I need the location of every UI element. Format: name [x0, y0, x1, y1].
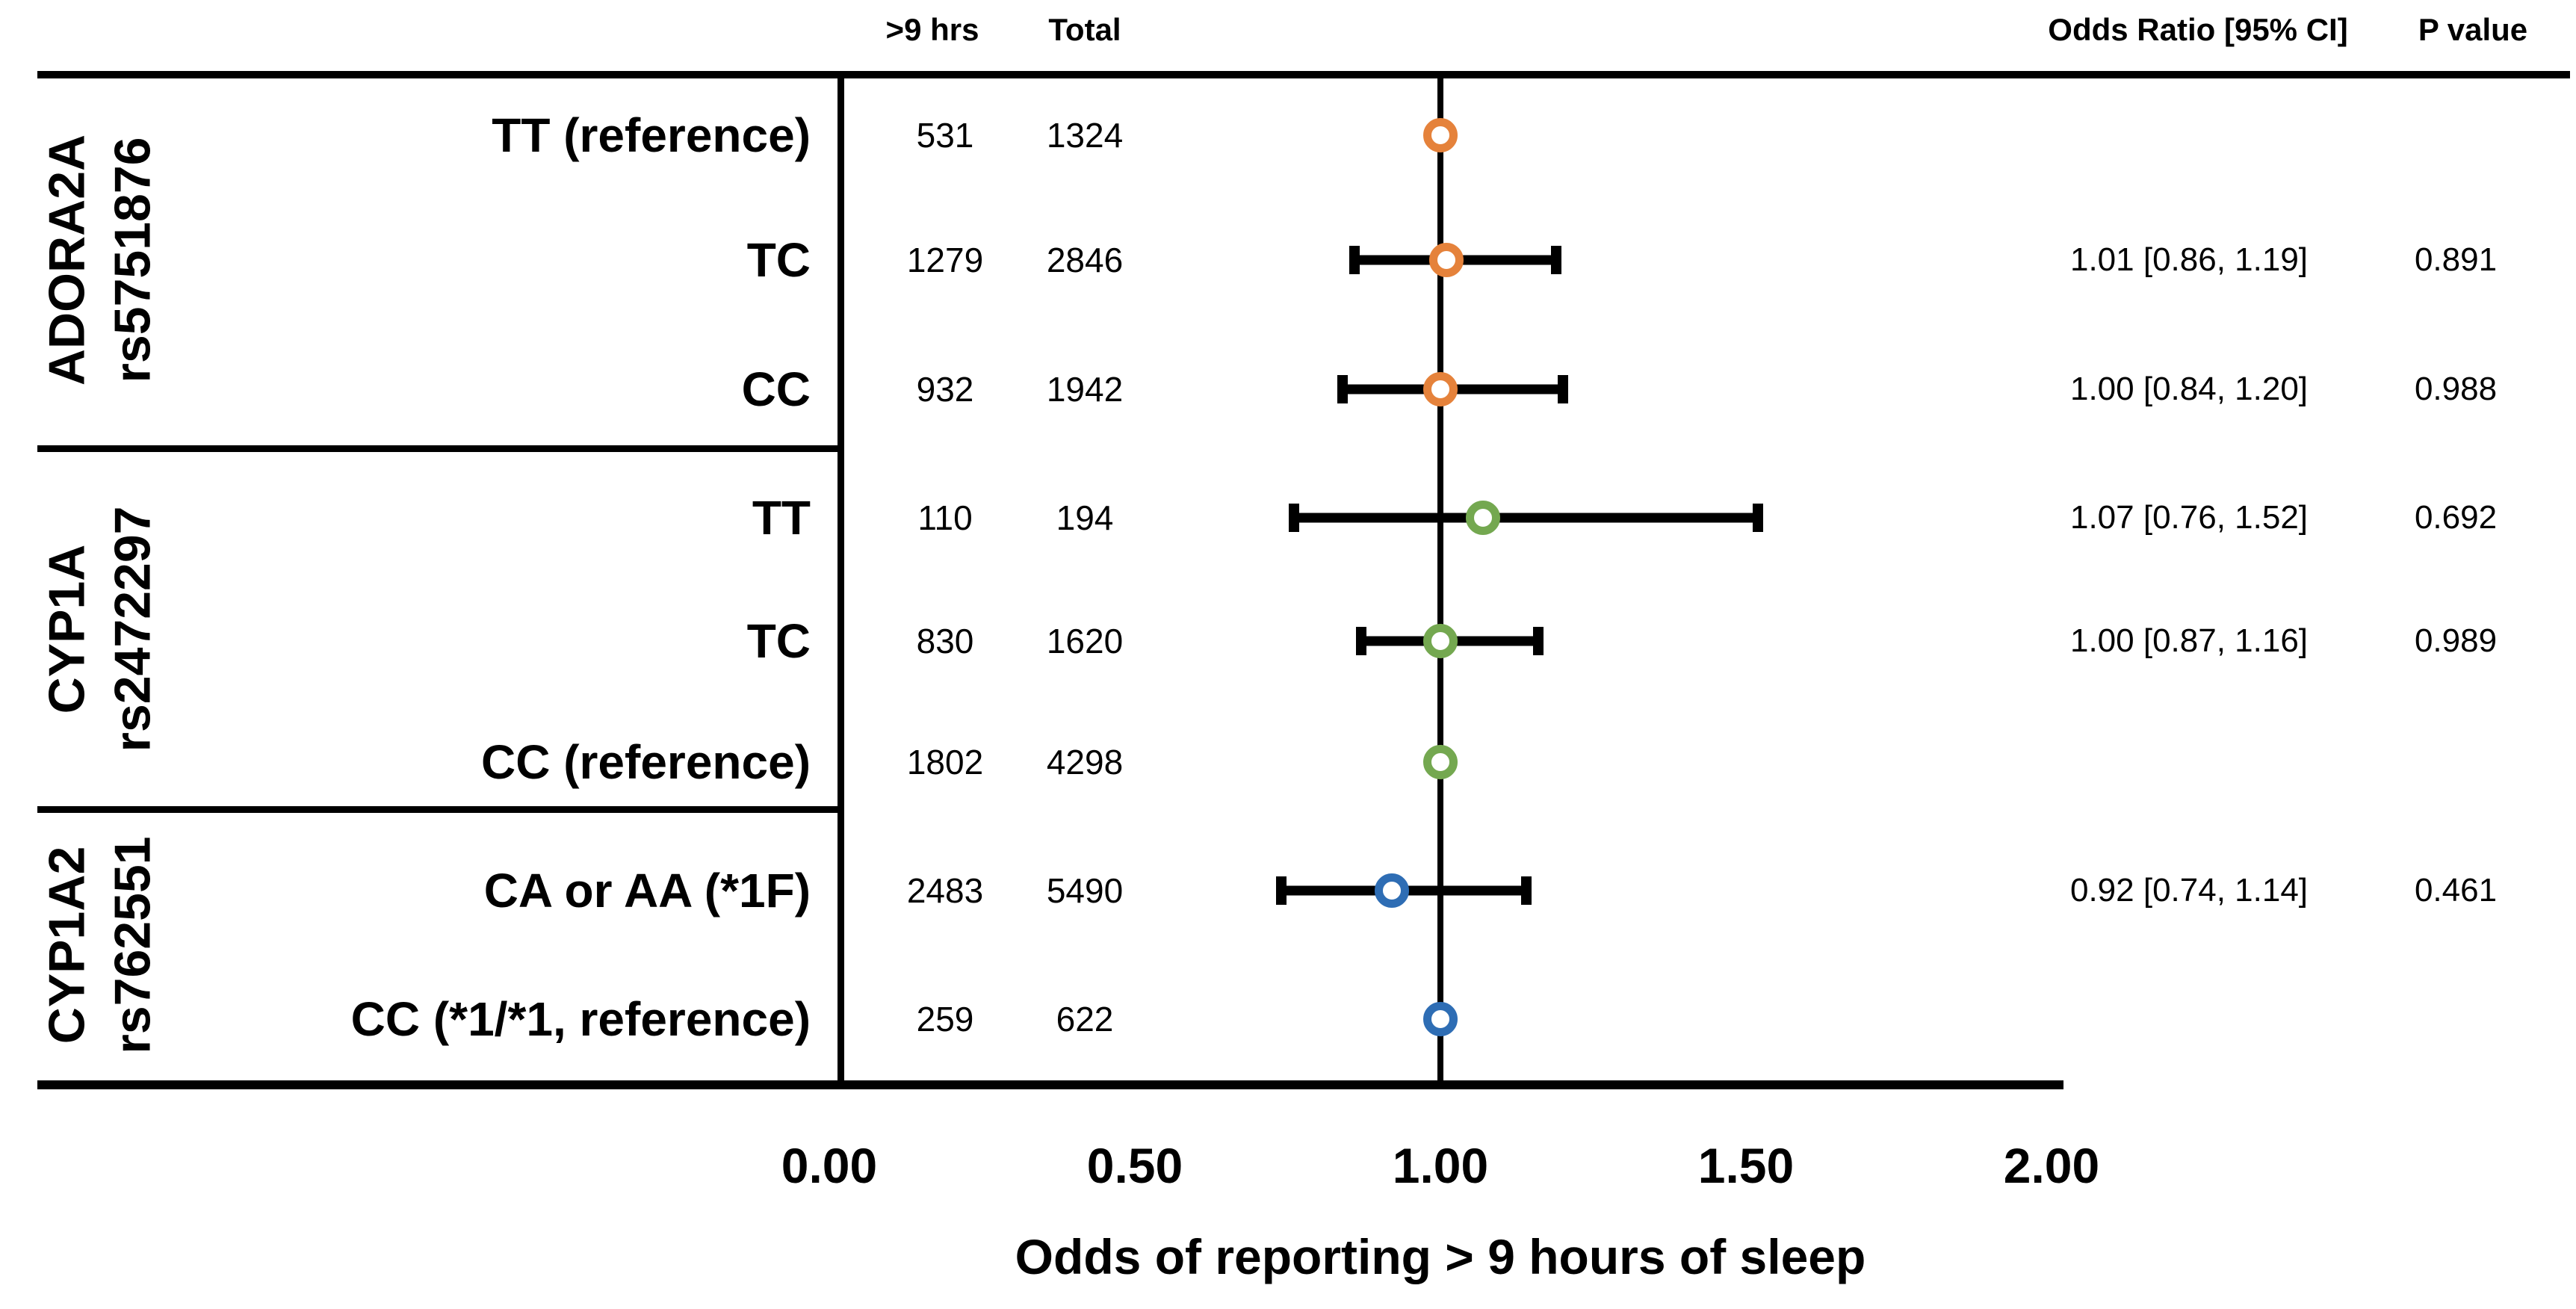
x-axis-line	[37, 1080, 2063, 1089]
exposed-count: 932	[916, 370, 974, 409]
gene-name: CYP1A	[38, 544, 95, 714]
total-count: 1324	[1046, 116, 1124, 155]
ci-cap-right	[1557, 375, 1568, 403]
column-header-p-value: P value	[2418, 12, 2528, 47]
genotype-label: CA or AA (*1F)	[483, 864, 811, 917]
table-vertical-border	[837, 71, 844, 1088]
gene-rs-id: rs5751876	[104, 137, 161, 383]
odds-ratio-marker	[1423, 1002, 1458, 1036]
total-count: 1942	[1046, 370, 1124, 409]
exposed-count: 2483	[906, 871, 984, 910]
gene-group-label: CYP1A rs2472297	[32, 448, 167, 809]
genotype-label: TT	[752, 491, 811, 545]
total-count: 194	[1056, 498, 1114, 537]
odds-ratio-ci-text: 1.00 [0.84, 1.20]	[2069, 371, 2309, 407]
ci-cap-left	[1349, 246, 1360, 274]
reference-line-or-1	[1437, 71, 1443, 1080]
ci-error-bar	[1293, 513, 1759, 523]
exposed-count: 259	[916, 1000, 974, 1039]
genotype-label: TC	[746, 233, 811, 287]
odds-ratio-marker	[1423, 624, 1458, 658]
p-value-text: 0.891	[2414, 241, 2498, 278]
ci-cap-left	[1288, 504, 1299, 532]
p-value-text: 0.692	[2414, 499, 2498, 536]
ci-cap-right	[1520, 876, 1532, 905]
gene-group-label: CYP1A2 rs762551	[32, 809, 167, 1080]
x-axis-tick-label: 0.50	[1086, 1138, 1183, 1193]
odds-ratio-marker	[1423, 118, 1458, 152]
total-count: 5490	[1046, 871, 1124, 910]
ci-cap-left	[1276, 876, 1287, 905]
exposed-count: 1279	[906, 241, 984, 279]
x-axis-tick-label: 0.00	[781, 1138, 878, 1193]
ci-cap-left	[1355, 627, 1366, 655]
x-axis-tick-label: 2.00	[2003, 1138, 2100, 1193]
p-value-text: 0.989	[2414, 622, 2498, 659]
column-header-total: Total	[1048, 12, 1121, 47]
gene-name: CYP1A2	[38, 846, 95, 1044]
total-count: 4298	[1046, 743, 1124, 782]
genotype-label: CC	[741, 362, 811, 416]
x-axis-tick-label: 1.50	[1697, 1138, 1795, 1193]
exposed-count: 830	[916, 622, 974, 660]
p-value-text: 0.988	[2414, 371, 2498, 407]
gene-name: ADORA2A	[38, 134, 95, 386]
genotype-label: TT (reference)	[492, 108, 811, 162]
p-value-text: 0.461	[2414, 872, 2498, 909]
genotype-label: CC (reference)	[480, 735, 811, 789]
group-divider-line	[37, 806, 840, 813]
odds-ratio-marker	[1423, 745, 1458, 779]
ci-cap-right	[1551, 246, 1562, 274]
odds-ratio-marker	[1466, 501, 1501, 535]
gene-group-label: ADORA2A rs5751876	[32, 71, 167, 448]
total-count: 1620	[1046, 622, 1124, 660]
odds-ratio-marker	[1423, 372, 1458, 406]
exposed-count: 531	[916, 116, 974, 155]
odds-ratio-marker	[1374, 873, 1409, 908]
odds-ratio-ci-text: 0.92 [0.74, 1.14]	[2069, 872, 2309, 909]
x-axis-title: Odds of reporting > 9 hours of sleep	[1015, 1229, 1866, 1284]
odds-ratio-ci-text: 1.01 [0.86, 1.19]	[2069, 241, 2309, 278]
table-top-border	[37, 71, 2570, 78]
gene-rs-id: rs2472297	[104, 506, 161, 752]
genotype-label: CC (*1/*1, reference)	[350, 992, 811, 1046]
ci-cap-right	[1532, 627, 1544, 655]
odds-ratio-marker	[1429, 243, 1464, 277]
exposed-count: 110	[917, 498, 973, 537]
odds-ratio-ci-text: 1.07 [0.76, 1.52]	[2069, 499, 2309, 536]
x-axis-tick-label: 1.00	[1392, 1138, 1489, 1193]
genotype-label: TC	[746, 614, 811, 668]
column-header-odds-ratio: Odds Ratio [95% CI]	[2048, 12, 2348, 47]
exposed-count: 1802	[906, 743, 984, 782]
gene-rs-id: rs762551	[104, 835, 161, 1054]
total-count: 622	[1056, 1000, 1114, 1039]
column-header-exposed: >9 hrs	[885, 12, 979, 47]
odds-ratio-ci-text: 1.00 [0.87, 1.16]	[2069, 622, 2309, 659]
total-count: 2846	[1046, 241, 1124, 279]
group-divider-line	[37, 445, 840, 452]
ci-cap-right	[1753, 504, 1764, 532]
ci-cap-left	[1337, 375, 1349, 403]
